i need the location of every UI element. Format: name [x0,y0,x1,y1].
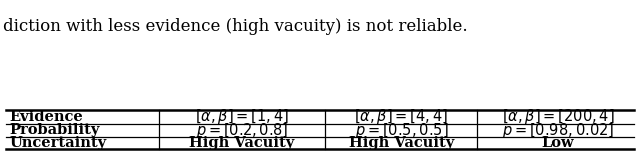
Text: $[\alpha, \beta] = [1, 4]$: $[\alpha, \beta] = [1, 4]$ [195,107,289,126]
Text: $[\alpha, \beta] = [200, 4]$: $[\alpha, \beta] = [200, 4]$ [502,107,614,126]
Text: $p = [0.2, 0.8]$: $p = [0.2, 0.8]$ [196,121,288,140]
Text: $p = [0.5, 0.5]$: $p = [0.5, 0.5]$ [355,121,448,140]
Text: diction with less evidence (high vacuity) is not reliable.: diction with less evidence (high vacuity… [3,18,468,35]
Text: High Vacuity: High Vacuity [189,136,294,150]
Text: High Vacuity: High Vacuity [349,136,454,150]
Text: Low: Low [542,136,574,150]
Text: $[\alpha, \beta] = [4, 4]$: $[\alpha, \beta] = [4, 4]$ [354,107,449,126]
Text: Probability: Probability [10,123,100,137]
Text: Uncertainty: Uncertainty [10,136,107,150]
Text: $p = [0.98, 0.02]$: $p = [0.98, 0.02]$ [502,121,614,140]
Text: Evidence: Evidence [10,110,83,124]
